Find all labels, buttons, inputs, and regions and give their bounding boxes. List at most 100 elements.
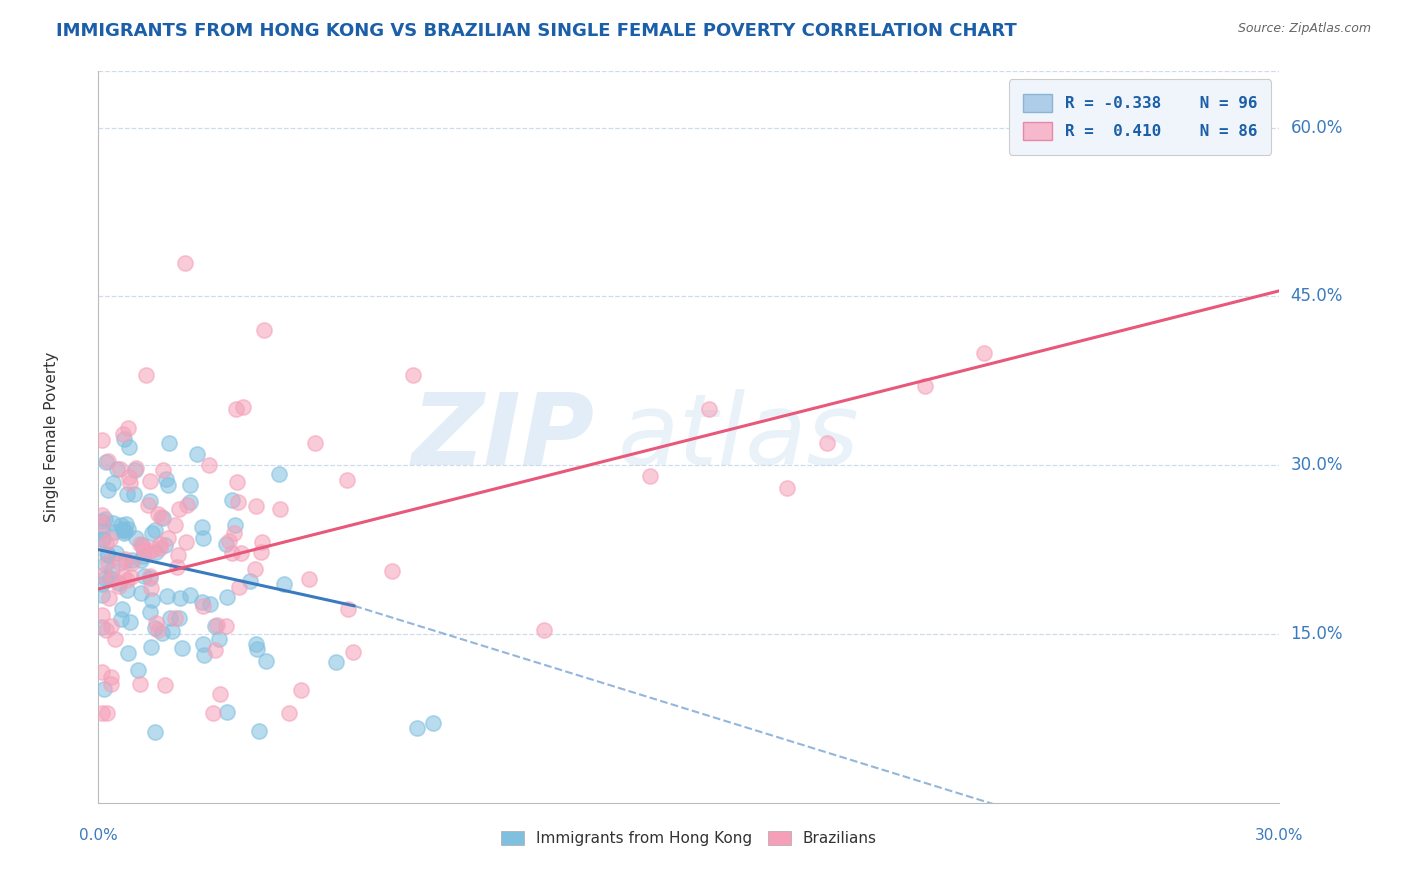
Point (141, 525, 163, 540)
Point (101, 563, 124, 577)
Point (169, 591, 191, 606)
Point (221, 546, 243, 560)
Point (129, 586, 152, 600)
Point (204, 619, 226, 633)
Point (166, 560, 188, 574)
Point (108, 576, 131, 591)
Point (128, 537, 150, 551)
Point (202, 706, 225, 720)
Point (179, 494, 201, 508)
Point (304, 435, 326, 450)
Point (218, 534, 240, 549)
Point (176, 499, 198, 513)
Point (155, 538, 177, 552)
Point (174, 534, 197, 549)
Point (128, 677, 150, 691)
Point (138, 545, 160, 559)
Text: ZIP: ZIP (412, 389, 595, 485)
Point (215, 619, 238, 633)
Point (115, 487, 138, 501)
Point (125, 460, 148, 475)
Text: 45.0%: 45.0% (1291, 287, 1343, 305)
Point (250, 535, 273, 549)
Point (100, 677, 122, 691)
Point (139, 605, 162, 619)
Point (165, 611, 187, 625)
Point (143, 724, 166, 739)
Point (141, 592, 163, 607)
Point (97, 483, 120, 497)
Point (112, 432, 135, 446)
Point (115, 574, 138, 588)
Point (250, 544, 273, 558)
Point (131, 549, 153, 564)
Point (152, 511, 174, 525)
Legend: R = -0.338    N = 96, R =  0.410    N = 86: R = -0.338 N = 96, R = 0.410 N = 86 (1008, 79, 1271, 154)
Point (239, 574, 262, 588)
Point (217, 705, 239, 719)
Point (157, 435, 180, 450)
Point (139, 568, 162, 582)
Point (134, 544, 156, 558)
Point (139, 474, 162, 488)
Point (98, 532, 121, 546)
Text: 60.0%: 60.0% (1291, 119, 1343, 136)
Point (124, 463, 146, 477)
Point (149, 541, 172, 556)
Point (225, 401, 247, 416)
Point (776, 481, 799, 495)
Point (226, 475, 249, 489)
Point (118, 476, 141, 491)
Point (215, 590, 238, 604)
Point (108, 556, 131, 570)
Text: atlas: atlas (619, 389, 859, 485)
Point (96, 706, 118, 720)
Point (91, 588, 114, 602)
Point (165, 517, 187, 532)
Point (97, 454, 120, 468)
Point (247, 723, 270, 738)
Point (191, 599, 214, 613)
Point (91, 517, 114, 532)
Point (103, 516, 125, 530)
Point (112, 568, 135, 582)
Point (243, 562, 266, 576)
Point (224, 526, 246, 541)
Point (422, 715, 444, 730)
Point (120, 615, 142, 629)
Point (118, 470, 141, 484)
Point (402, 368, 425, 383)
Point (91, 433, 114, 447)
Point (139, 494, 162, 508)
Point (290, 683, 312, 698)
Point (136, 498, 159, 512)
Point (143, 621, 166, 635)
Point (122, 487, 145, 501)
Point (107, 579, 129, 593)
Point (117, 522, 139, 536)
Point (100, 670, 122, 684)
Point (207, 632, 229, 647)
Point (232, 401, 254, 415)
Point (91, 607, 114, 622)
Point (973, 345, 995, 359)
Point (208, 687, 231, 701)
Point (638, 469, 661, 483)
Point (115, 516, 138, 531)
Point (104, 632, 127, 647)
Point (273, 576, 295, 591)
Point (186, 447, 208, 461)
Point (97, 549, 120, 563)
Point (191, 520, 214, 534)
Point (146, 623, 169, 637)
Point (94, 557, 117, 571)
Point (174, 255, 197, 269)
Point (245, 499, 267, 513)
Point (118, 440, 141, 454)
Point (93, 682, 115, 697)
Point (179, 588, 201, 602)
Point (111, 602, 134, 616)
Point (96, 547, 118, 561)
Point (157, 478, 180, 492)
Point (179, 478, 201, 492)
